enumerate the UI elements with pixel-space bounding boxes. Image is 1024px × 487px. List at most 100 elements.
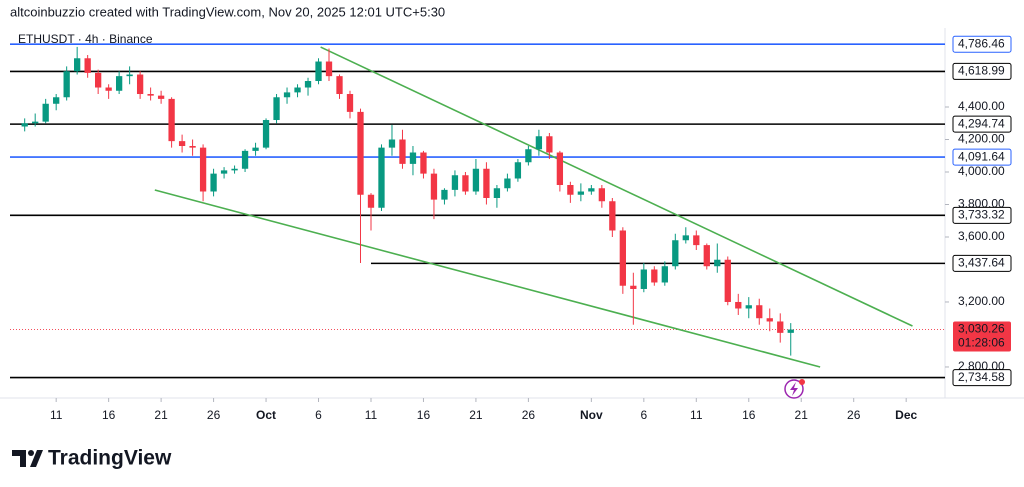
candle-body <box>598 188 605 202</box>
candle-body <box>325 61 333 77</box>
level-label-box <box>952 254 1012 272</box>
candle-body <box>252 147 259 151</box>
x-tick-label: 16 <box>102 408 116 422</box>
x-tick-label: 6 <box>315 408 322 422</box>
candle-body <box>588 188 595 192</box>
candle-body <box>126 74 133 77</box>
candle-body <box>787 329 794 333</box>
level-label-box <box>952 148 1012 166</box>
x-tick-label: 11 <box>365 408 378 422</box>
candle-body <box>525 149 532 163</box>
candle-body <box>346 94 354 112</box>
x-tick-label: 26 <box>847 408 861 422</box>
alert-icon[interactable] <box>784 379 805 399</box>
candle-body <box>273 97 280 121</box>
candle-body <box>766 318 773 322</box>
candle-body <box>367 194 375 208</box>
x-tick-label: 21 <box>469 408 483 422</box>
candle-body <box>609 201 616 231</box>
candle-body <box>430 173 438 200</box>
candle-body <box>504 178 511 189</box>
level-label-box <box>952 62 1012 80</box>
x-tick-label: 21 <box>795 408 809 422</box>
candle-body <box>724 259 731 302</box>
candle-body <box>21 123 28 127</box>
candle-body <box>53 97 60 104</box>
level-label-box <box>952 35 1012 53</box>
level-label: 4,786.46 <box>958 36 1005 50</box>
candle-body <box>672 240 679 267</box>
candle-body <box>357 111 364 195</box>
candle-body <box>514 162 522 179</box>
candle-body <box>546 136 553 153</box>
level-label: 4,618.99 <box>958 64 1005 78</box>
candle-body <box>95 72 102 88</box>
candle-body <box>63 71 70 98</box>
chart-title: ETHUSDT · 4h · Binance <box>18 32 153 46</box>
candle-body <box>745 305 752 309</box>
x-tick-label: 16 <box>417 408 431 422</box>
candle-body <box>682 235 689 241</box>
candle-body <box>42 103 49 122</box>
current-price-label: 3,030.26 <box>958 322 1005 336</box>
candle-body <box>262 120 270 148</box>
candle-body <box>105 87 112 91</box>
candle-body <box>294 87 301 93</box>
candle-body <box>703 245 710 267</box>
level-label-box <box>952 369 1012 387</box>
candle-body <box>693 235 700 246</box>
candle-body <box>630 285 637 289</box>
candle-body <box>567 184 574 195</box>
candle-body <box>157 95 165 99</box>
candle-body <box>714 259 721 267</box>
x-tick-label: 11 <box>690 408 703 422</box>
candle-body <box>472 168 480 192</box>
x-tick-label: 26 <box>207 408 221 422</box>
trendline <box>154 189 821 368</box>
candle-body <box>388 139 396 148</box>
level-label: 4,294.74 <box>958 116 1005 130</box>
candle-body <box>556 152 564 185</box>
level-label: 4,091.64 <box>958 149 1005 163</box>
logo-text: TradingView <box>48 447 172 470</box>
countdown-label: 01:28:06 <box>958 336 1005 350</box>
candle-body <box>304 81 312 88</box>
logo-icon <box>12 450 43 467</box>
candle-body <box>483 168 490 198</box>
candle-body <box>241 150 249 169</box>
y-tick-label: 4,000.00 <box>958 164 1005 178</box>
candle-body <box>147 94 154 96</box>
candle-body <box>735 301 742 309</box>
candle-body <box>32 121 39 124</box>
candle-body <box>336 76 343 95</box>
x-tick-label: 11 <box>50 408 63 422</box>
x-tick-label: 26 <box>522 408 536 422</box>
candle-body <box>283 92 291 98</box>
x-tick-label: 21 <box>154 408 168 422</box>
level-label-box <box>952 115 1012 133</box>
candle-body <box>493 188 501 198</box>
candle-body <box>168 98 175 142</box>
candle-body <box>756 305 763 319</box>
candle-body <box>777 321 784 333</box>
level-label: 2,734.58 <box>958 370 1005 384</box>
candle-body <box>84 58 91 73</box>
candle-body <box>462 175 469 192</box>
x-tick-label: Oct <box>256 408 276 422</box>
candle-body <box>136 74 144 95</box>
level-label: 3,437.64 <box>958 256 1005 270</box>
x-tick-label: 6 <box>640 408 647 422</box>
candle-body <box>199 147 207 192</box>
current-price-box <box>953 321 1011 352</box>
candle-body <box>315 61 322 82</box>
candle-body <box>399 139 406 164</box>
candle-body <box>231 168 238 171</box>
candle-body <box>220 170 228 174</box>
trendline <box>320 46 913 327</box>
header: altcoinbuzzio created with TradingView.c… <box>10 4 445 19</box>
candle-body <box>189 146 196 148</box>
candle-body <box>115 76 123 91</box>
candle-body <box>409 152 417 164</box>
y-tick-label: 3,600.00 <box>958 229 1005 243</box>
candle-body <box>378 147 385 208</box>
